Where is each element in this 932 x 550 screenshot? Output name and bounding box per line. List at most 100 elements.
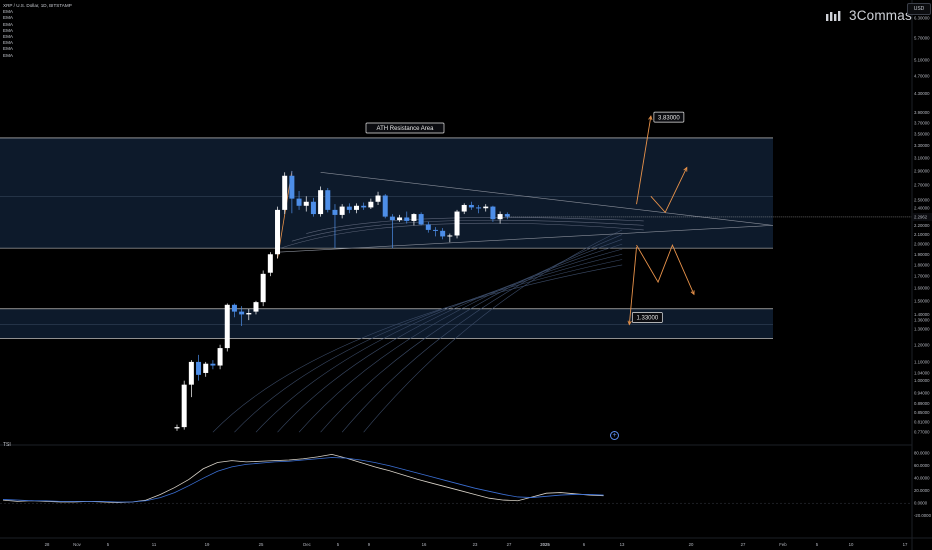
- brand-name: 3Commas: [849, 8, 912, 23]
- price-tick-label: 2.00000: [914, 242, 930, 247]
- price-tick-label: 4.70000: [914, 73, 930, 78]
- candle[interactable]: [217, 348, 223, 366]
- candle[interactable]: [174, 427, 180, 429]
- ema-line: [306, 217, 644, 234]
- candle[interactable]: [303, 201, 309, 206]
- candle[interactable]: [375, 195, 381, 202]
- target-low-label-text: 1.33000: [636, 316, 658, 322]
- target-high-label-box: [653, 111, 685, 123]
- candle[interactable]: [289, 175, 295, 199]
- candle[interactable]: [389, 216, 395, 221]
- indicator-label-ema[interactable]: EMA: [3, 34, 13, 40]
- target-low-label[interactable]: 1.33000: [631, 312, 663, 323]
- projections-layer: [627, 115, 695, 326]
- indicator-label-ema[interactable]: EMA: [3, 46, 13, 52]
- add-icon[interactable]: +: [610, 431, 619, 440]
- candle[interactable]: [275, 209, 281, 255]
- candle[interactable]: [325, 190, 331, 210]
- candle[interactable]: [267, 254, 273, 273]
- lower-trendline[interactable]: [277, 225, 774, 253]
- price-tick-label: 1.10000: [914, 359, 930, 364]
- candle[interactable]: [332, 209, 338, 215]
- brand-logo: 3Commas: [826, 8, 912, 23]
- candle[interactable]: [346, 206, 352, 210]
- candle[interactable]: [231, 304, 237, 312]
- candle[interactable]: [188, 361, 194, 385]
- candle[interactable]: [411, 214, 417, 221]
- candle[interactable]: [404, 217, 410, 221]
- candle[interactable]: [447, 235, 453, 237]
- candle[interactable]: [476, 207, 482, 209]
- candle[interactable]: [239, 311, 245, 315]
- candle[interactable]: [354, 205, 359, 210]
- candle[interactable]: [382, 195, 388, 217]
- candle[interactable]: [181, 384, 187, 428]
- candle[interactable]: [490, 206, 496, 220]
- indicator-label-ema[interactable]: EMA: [3, 27, 13, 33]
- price-tick-label: 1.80000: [914, 262, 930, 267]
- candle[interactable]: [368, 201, 374, 208]
- candle[interactable]: [203, 363, 209, 373]
- candle[interactable]: [253, 302, 259, 312]
- ath-resistance-label[interactable]: ATH Resistance Area: [365, 122, 445, 134]
- candle[interactable]: [196, 361, 202, 375]
- candle[interactable]: [282, 175, 288, 210]
- tsi-tick-label: 20.0000: [914, 488, 930, 493]
- candle[interactable]: [296, 198, 302, 206]
- projection-bearish[interactable]: [636, 243, 695, 295]
- target-high-label[interactable]: 3.83000: [653, 111, 685, 123]
- candle[interactable]: [468, 204, 474, 208]
- candle[interactable]: [224, 304, 230, 349]
- upper-trendline[interactable]: [320, 172, 774, 226]
- time-tick-label: 9: [368, 542, 371, 547]
- candle[interactable]: [454, 211, 460, 236]
- price-tick-label: 2.40000: [914, 206, 930, 211]
- candle[interactable]: [310, 201, 316, 215]
- candle[interactable]: [497, 214, 503, 220]
- candle[interactable]: [361, 205, 367, 208]
- candle[interactable]: [432, 229, 438, 231]
- candle[interactable]: [210, 363, 216, 366]
- tsi-signal-line[interactable]: [2, 457, 604, 503]
- price-tick-label: 2.70000: [914, 183, 930, 188]
- time-tick-label: 23: [473, 542, 478, 547]
- ema-line: [298, 243, 623, 433]
- candle[interactable]: [461, 204, 467, 212]
- price-tick-label: 5.70000: [914, 35, 930, 40]
- symbol-title[interactable]: XRP / U.S. Dollar, 1D, BITSTAMP: [3, 3, 72, 8]
- price-tick-label: 1.30000: [914, 327, 930, 332]
- price-tick-label: 2.10000: [914, 232, 930, 237]
- ema-line: [212, 264, 623, 433]
- time-tick-label: Dec: [303, 542, 311, 547]
- indicator-label-ema[interactable]: EMA: [3, 40, 13, 46]
- indicator-label-ema[interactable]: EMA: [3, 52, 13, 58]
- candle[interactable]: [418, 214, 424, 225]
- time-tick-label: 17: [903, 542, 908, 547]
- currency-button[interactable]: USD: [907, 3, 931, 15]
- candle[interactable]: [440, 230, 446, 237]
- tsi-line[interactable]: [2, 453, 604, 503]
- price-tick-label: 1.00000: [914, 378, 930, 383]
- indicator-label-ema[interactable]: EMA: [3, 9, 13, 15]
- zones-layer: [0, 137, 773, 339]
- indicator-label-ema[interactable]: EMA: [3, 21, 13, 27]
- candle[interactable]: [397, 217, 403, 221]
- candle[interactable]: [318, 190, 324, 215]
- candle[interactable]: [246, 313, 252, 315]
- price-tick-label: 3.90000: [914, 110, 930, 115]
- projection-bullish-alt[interactable]: [650, 167, 688, 214]
- candle[interactable]: [504, 214, 510, 217]
- time-tick-label: 20: [689, 542, 694, 547]
- candle[interactable]: [339, 206, 345, 215]
- time-tick-label: 19: [205, 542, 210, 547]
- candle[interactable]: [260, 273, 266, 303]
- projection-bullish[interactable]: [636, 116, 652, 205]
- tsi-tick-label: 40.0000: [914, 476, 930, 481]
- candle[interactable]: [425, 224, 431, 230]
- projection-arrowhead: [648, 115, 653, 121]
- projection-bearish-target[interactable]: [628, 247, 637, 325]
- tsi-label[interactable]: TSI: [3, 442, 11, 448]
- candle[interactable]: [483, 206, 489, 209]
- indicator-label-ema[interactable]: EMA: [3, 15, 13, 21]
